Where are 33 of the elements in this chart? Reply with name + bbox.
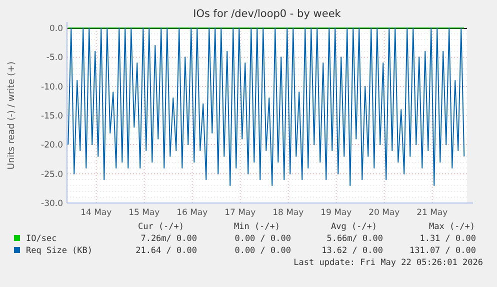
text: Min (-/+) (234, 222, 280, 232)
x-tick-label: 17 May (224, 208, 256, 218)
x-tick-label: 18 May (272, 208, 304, 218)
y-tick-label: -15.0 (41, 111, 63, 122)
y-tick-label: -10.0 (41, 82, 63, 92)
text: 13.62 / 0.00 (322, 246, 383, 256)
y-tick-label: -5.0 (46, 53, 63, 64)
text: 7.26m/ 0.00 (140, 234, 197, 244)
y-tick-label: -25.0 (41, 170, 63, 180)
text: 0.00 / 0.00 (234, 246, 291, 256)
x-tick-label: 16 May (176, 208, 208, 218)
legend-label: Req Size (KB) (26, 246, 93, 256)
x-tick-label: 19 May (320, 208, 352, 218)
x-tick-label: 15 May (128, 208, 160, 218)
y-tick-label: -20.0 (41, 140, 63, 151)
text: Cur (-/+) (138, 222, 184, 232)
text: 1.31 / 0.00 (420, 234, 476, 244)
text: 5.66m/ 0.00 (326, 234, 383, 244)
text: 0.00 / 0.00 (234, 234, 291, 244)
y-tick-label: 0.0 (49, 24, 63, 34)
line-series (68, 28, 465, 186)
text: Last update: Fri May 22 05:26:01 2026 (294, 258, 483, 268)
x-tick-label: 21 May (416, 208, 448, 218)
x-tick-label: 14 May (80, 208, 112, 218)
text: Avg (-/+) (330, 222, 378, 232)
y-tick-label: -30.0 (41, 198, 63, 209)
legend-label: IO/sec (26, 234, 57, 244)
x-tick-label: 20 May (368, 208, 400, 218)
chart-title: IOs for /dev/loop0 - by week (193, 8, 342, 20)
text: 131.07 / 0.00 (409, 246, 476, 256)
text: 21.64 / 0.00 (136, 246, 197, 256)
y-axis-title: Units read (-) / write (+) (7, 61, 17, 170)
text: Max (-/+) (428, 222, 476, 232)
